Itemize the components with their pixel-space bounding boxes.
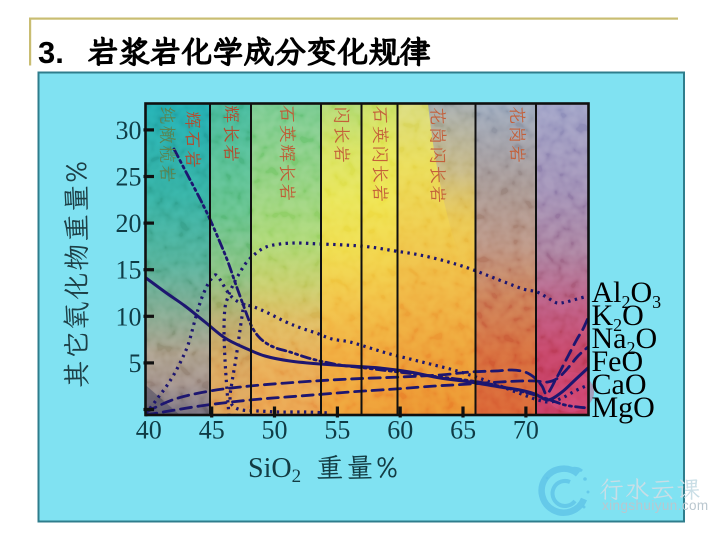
svg-text:45: 45 bbox=[199, 416, 225, 445]
svg-text:65: 65 bbox=[450, 416, 476, 445]
svg-text:3.: 3. bbox=[38, 35, 64, 70]
svg-text:40: 40 bbox=[136, 416, 162, 445]
svg-text:Al2O3: Al2O3 bbox=[592, 276, 662, 312]
svg-text:55: 55 bbox=[324, 416, 350, 445]
svg-text:xingshuiyun.com: xingshuiyun.com bbox=[602, 498, 709, 513]
svg-text:30: 30 bbox=[116, 116, 142, 145]
svg-text:25: 25 bbox=[116, 163, 142, 192]
svg-text:10: 10 bbox=[116, 302, 142, 331]
svg-text:CaO: CaO bbox=[592, 368, 647, 401]
svg-text:70: 70 bbox=[513, 416, 539, 445]
svg-text:MgO: MgO bbox=[592, 391, 655, 424]
svg-text:60: 60 bbox=[387, 416, 413, 445]
svg-text:Na2O: Na2O bbox=[592, 322, 658, 358]
svg-text:50: 50 bbox=[262, 416, 288, 445]
svg-text:20: 20 bbox=[116, 209, 142, 238]
svg-text:SiO2: SiO2 bbox=[248, 453, 301, 487]
svg-text:FeO: FeO bbox=[592, 345, 644, 378]
svg-text:15: 15 bbox=[116, 256, 142, 285]
svg-text:5: 5 bbox=[129, 349, 142, 378]
